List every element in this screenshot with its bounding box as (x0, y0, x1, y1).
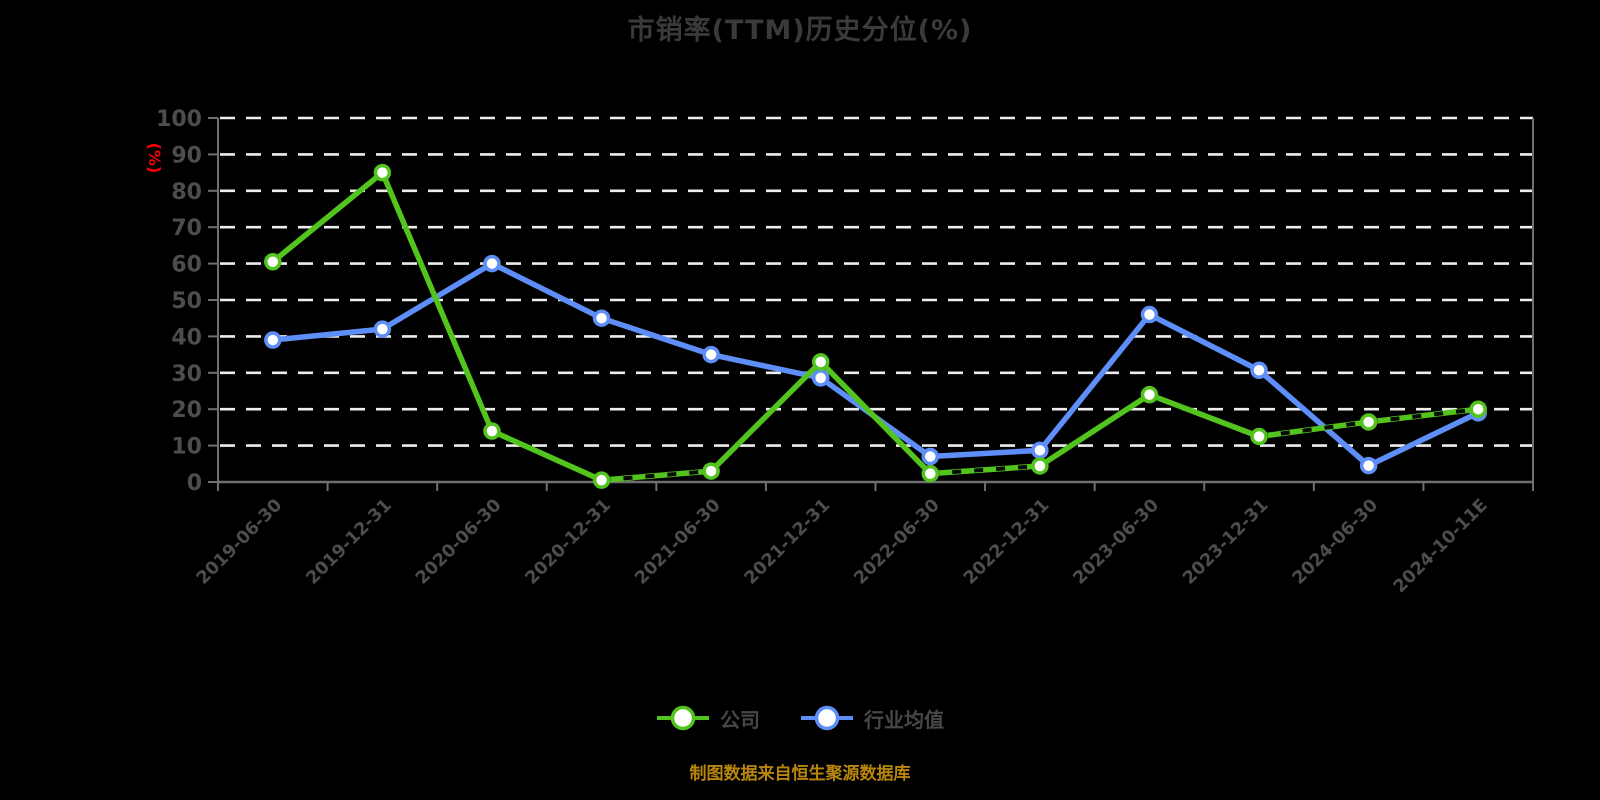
data-point-marker (1469, 400, 1487, 418)
dashed-overlay (1258, 419, 1369, 439)
data-point-marker (1250, 361, 1268, 380)
y-tick-label: 10 (171, 435, 202, 460)
data-point-marker (592, 471, 611, 489)
x-tick-label: 2022-06-30 (851, 495, 944, 588)
y-tick-label: 20 (171, 398, 202, 423)
y-tick-label: 60 (171, 253, 202, 278)
company-series-marker-icon (657, 705, 709, 731)
legend-label-industry: 行业均值 (864, 707, 944, 732)
x-tick-label: 2023-12-31 (1179, 495, 1272, 588)
chart-legend: 公司 行业均值 (0, 701, 1600, 735)
data-point-marker (921, 447, 940, 466)
source-note: 制图数据来自恒生聚源数据库 (689, 764, 911, 784)
data-point-marker (483, 422, 501, 440)
data-point-marker (702, 462, 720, 480)
y-tick-label: 90 (171, 143, 202, 168)
y-tick-label: 100 (156, 107, 202, 132)
y-tick-label: 70 (171, 216, 202, 241)
data-point-marker (373, 163, 392, 182)
x-tick-label: 2021-12-31 (741, 495, 834, 588)
y-tick-label: 30 (171, 362, 202, 387)
data-point-marker (483, 254, 501, 273)
x-tick-label: 2022-12-31 (960, 495, 1053, 588)
data-point-marker (1140, 385, 1159, 404)
chart-title: 市销率(TTM)历史分位(%) (627, 15, 973, 46)
dashed-overlay (930, 463, 1041, 476)
dashed-overlay (601, 469, 712, 483)
x-tick-label: 2024-10-11E (1390, 495, 1492, 597)
series-line-industry (270, 260, 1481, 469)
data-point-marker (1359, 456, 1378, 475)
x-tick-label: 2023-06-30 (1070, 495, 1163, 588)
data-point-marker (811, 369, 830, 387)
series-line-company (270, 169, 1481, 483)
data-point-marker (702, 345, 720, 364)
y-tick-label: 50 (171, 289, 202, 314)
data-point-marker (1140, 305, 1159, 324)
data-point-marker (264, 253, 282, 271)
x-tick-label: 2019-06-30 (193, 495, 286, 588)
x-tick-label: 2024-06-30 (1289, 495, 1382, 588)
data-point-marker (592, 309, 611, 327)
y-tick-label: 0 (187, 471, 202, 496)
x-tick-label: 2021-06-30 (631, 495, 724, 588)
legend-item-company: 公司 (656, 701, 760, 735)
industry-series-marker-icon (801, 705, 853, 731)
data-point-marker (1250, 427, 1268, 446)
dashed-overlay (1368, 407, 1479, 424)
x-tick-label: 2019-12-31 (303, 495, 396, 588)
data-point-marker (1031, 441, 1049, 460)
data-point-marker (1359, 413, 1378, 431)
y-tick-label: 80 (171, 180, 202, 205)
data-point-marker (373, 320, 392, 338)
data-point-marker (264, 331, 282, 349)
data-point-marker (1031, 457, 1049, 475)
legend-item-industry: 行业均值 (800, 701, 944, 735)
x-tick-label: 2020-06-30 (412, 495, 505, 588)
legend-label-company: 公司 (720, 707, 760, 732)
data-point-marker (921, 464, 940, 483)
data-point-marker (811, 353, 830, 371)
x-tick-label: 2020-12-31 (522, 495, 615, 588)
y-tick-label: 40 (171, 325, 202, 350)
